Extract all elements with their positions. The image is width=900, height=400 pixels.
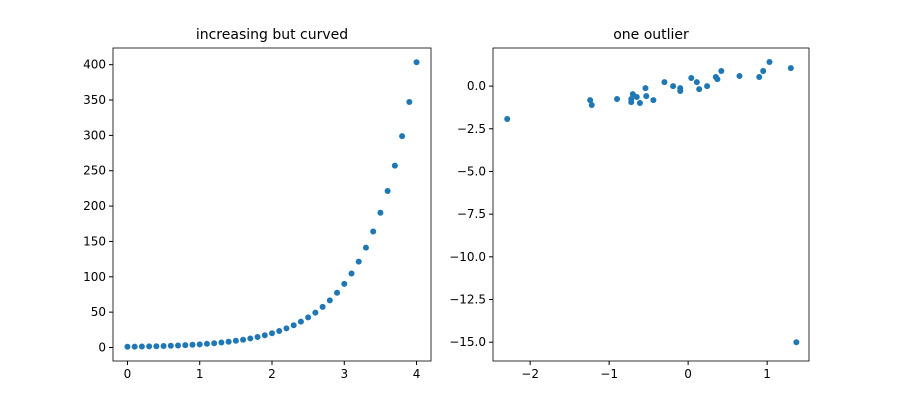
point	[588, 102, 595, 109]
point	[661, 79, 668, 86]
point	[614, 96, 621, 103]
point	[714, 76, 721, 83]
x-tick-label: 4	[413, 367, 421, 381]
y-tick-label: 200	[83, 199, 106, 213]
point	[370, 228, 377, 235]
point	[406, 98, 413, 105]
y-tick-label: −15.0	[449, 335, 486, 349]
point	[254, 333, 261, 340]
point	[736, 73, 743, 80]
y-tick-label: −5.0	[457, 164, 486, 178]
point	[124, 343, 131, 350]
point	[153, 343, 160, 350]
point	[693, 79, 700, 86]
y-tick-label: −12.5	[449, 293, 486, 307]
y-tick-label: 150	[83, 234, 106, 248]
y-tick-label: 350	[83, 93, 106, 107]
point	[787, 65, 794, 72]
y-tick-label: 0	[98, 340, 106, 354]
y-tick-label: 50	[91, 305, 106, 319]
x-tick-label: 1	[196, 367, 204, 381]
point	[348, 270, 355, 277]
point	[305, 314, 312, 321]
point	[218, 339, 225, 346]
y-tick-label: −10.0	[449, 250, 486, 264]
point	[297, 318, 304, 325]
point	[203, 340, 210, 347]
point	[182, 342, 189, 349]
point	[355, 258, 362, 265]
point	[175, 342, 182, 349]
y-tick-label: 100	[83, 270, 106, 284]
point	[633, 94, 640, 101]
x-tick-label: 0	[124, 367, 132, 381]
point	[391, 162, 398, 169]
x-tick-label: 2	[268, 367, 276, 381]
point	[261, 332, 268, 339]
point	[766, 59, 773, 66]
y-tick-label: −2.5	[457, 122, 486, 136]
point	[146, 343, 153, 350]
x-tick-label: −2	[521, 367, 539, 381]
point	[225, 338, 232, 345]
point	[290, 322, 297, 329]
y-tick-label: 250	[83, 164, 106, 178]
point	[384, 187, 391, 194]
point	[677, 88, 684, 95]
point	[283, 325, 290, 332]
point	[670, 83, 677, 90]
point	[628, 99, 635, 106]
point	[704, 83, 711, 90]
point	[642, 85, 649, 92]
point	[793, 339, 800, 346]
point	[240, 336, 247, 343]
x-tick-label: 0	[684, 367, 692, 381]
point	[196, 341, 203, 348]
point	[167, 342, 174, 349]
point	[643, 93, 650, 100]
chart-title: increasing but curved	[196, 27, 348, 43]
point	[413, 59, 420, 66]
chart-title: one outlier	[613, 27, 689, 43]
point	[341, 280, 348, 287]
x-tick-label: 1	[763, 367, 771, 381]
point	[160, 342, 167, 349]
y-tick-label: −7.5	[457, 207, 486, 221]
point	[504, 116, 511, 123]
point	[636, 99, 643, 106]
point	[760, 68, 767, 75]
point	[688, 75, 695, 82]
point	[399, 133, 406, 140]
point	[319, 303, 326, 310]
point	[232, 337, 239, 344]
y-tick-label: 400	[83, 58, 106, 72]
x-tick-label: 3	[340, 367, 348, 381]
y-tick-label: 300	[83, 128, 106, 142]
axes-frame	[112, 47, 432, 362]
x-tick-label: −1	[600, 367, 618, 381]
y-tick-label: 0.0	[467, 79, 486, 93]
point	[334, 289, 341, 296]
point	[131, 343, 138, 350]
point	[377, 209, 384, 216]
point	[189, 341, 196, 348]
point	[718, 68, 725, 75]
point	[587, 97, 594, 104]
point	[326, 297, 333, 304]
point	[247, 335, 254, 342]
point	[312, 309, 319, 316]
point	[756, 74, 763, 81]
point	[269, 330, 275, 337]
point	[696, 86, 703, 93]
axes-frame	[492, 47, 810, 362]
point	[211, 340, 218, 347]
point	[362, 244, 369, 251]
point	[650, 97, 657, 104]
point	[138, 343, 145, 350]
point	[276, 327, 283, 334]
